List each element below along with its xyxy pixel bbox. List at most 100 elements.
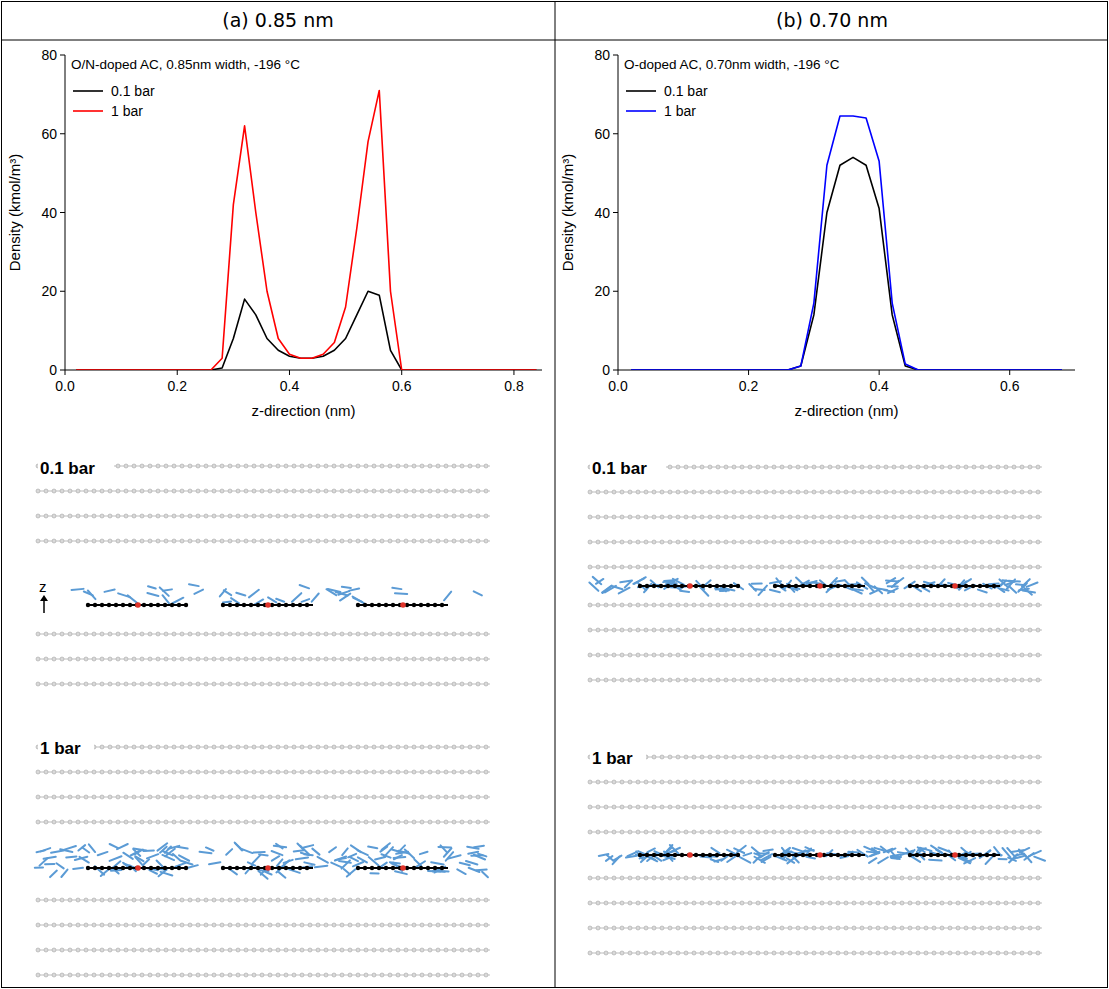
carbon-atom [684, 565, 688, 569]
carbon-atom [716, 678, 720, 682]
carbon-atom [252, 539, 256, 543]
chain-atom [922, 584, 926, 588]
carbon-atom [76, 770, 80, 774]
carbon-atom [348, 657, 352, 661]
adsorbate-molecule [160, 587, 169, 595]
carbon-atom [388, 973, 392, 977]
carbon-atom [332, 539, 336, 543]
carbon-atom [644, 515, 648, 519]
carbon-atom [260, 973, 264, 977]
y-tick [60, 370, 65, 371]
carbon-atom [676, 565, 680, 569]
carbon-atom [796, 755, 800, 759]
carbon-atom [772, 540, 776, 544]
x-tick [618, 370, 619, 375]
carbon-atom [388, 464, 392, 468]
carbon-atom [948, 755, 952, 759]
carbon-atom [724, 540, 728, 544]
carbon-atom [44, 820, 48, 824]
carbon-atom [116, 923, 120, 927]
chain-atom [722, 584, 726, 588]
x-axis-title: z-direction (nm) [794, 402, 898, 419]
carbon-atom [780, 490, 784, 494]
chain-atom [978, 584, 982, 588]
carbon-atom [108, 795, 112, 799]
carbon-atom [852, 540, 856, 544]
carbon-atom [428, 539, 432, 543]
carbon-atom [412, 795, 416, 799]
carbon-atom [324, 770, 328, 774]
carbon-atom [60, 657, 64, 661]
carbon-atom [484, 489, 488, 493]
z-arrowhead [40, 595, 48, 601]
carbon-atom [924, 465, 928, 469]
adsorbate-molecule [375, 857, 385, 860]
carbon-atom [196, 464, 200, 468]
carbon-atom [828, 565, 832, 569]
carbon-atom [372, 770, 376, 774]
carbon-atom [148, 820, 152, 824]
carbon-atom [932, 755, 936, 759]
carbon-atom [180, 770, 184, 774]
carbon-atom [52, 682, 56, 686]
carbon-atom [228, 923, 232, 927]
y-axis-title: Density (kmol/m³) [6, 154, 23, 272]
chain-atom [370, 866, 374, 870]
carbon-atom [444, 632, 448, 636]
carbon-atom [36, 770, 40, 774]
carbon-atom [108, 539, 112, 543]
carbon-atom [252, 770, 256, 774]
carbon-atom [420, 948, 424, 952]
carbon-atom [404, 657, 408, 661]
carbon-atom [828, 653, 832, 657]
carbon-atom [916, 540, 920, 544]
carbon-atom [396, 489, 400, 493]
chain-atom [433, 866, 437, 870]
x-tick-label: 0.0 [608, 378, 628, 394]
carbon-atom [332, 948, 336, 952]
carbon-atom [756, 755, 760, 759]
carbon-atom [268, 464, 272, 468]
carbon-atom [156, 657, 160, 661]
carbon-atom [380, 948, 384, 952]
carbon-atom [316, 539, 320, 543]
carbon-atom [436, 795, 440, 799]
carbon-atom [316, 464, 320, 468]
legend-swatch [626, 110, 656, 112]
carbon-atom [340, 973, 344, 977]
carbon-atom [1028, 465, 1032, 469]
carbon-atom [1020, 678, 1024, 682]
carbon-atom [92, 795, 96, 799]
carbon-atom [188, 745, 192, 749]
carbon-atom [452, 539, 456, 543]
carbon-atom [228, 820, 232, 824]
carbon-atom [244, 514, 248, 518]
carbon-atom [460, 973, 464, 977]
carbon-atom [284, 514, 288, 518]
carbon-atom [60, 948, 64, 952]
adsorbate-molecule [476, 869, 486, 872]
adsorbate-molecule [175, 863, 185, 867]
carbon-atom [420, 795, 424, 799]
carbon-atom [460, 489, 464, 493]
adsorbate-molecule [79, 857, 88, 863]
legend-swatch [73, 90, 103, 92]
carbon-atom [1036, 540, 1040, 544]
carbon-atom [484, 539, 488, 543]
carbon-atom [276, 539, 280, 543]
carbon-atom [804, 653, 808, 657]
adsorbate-molecule [248, 862, 255, 865]
chain-atom [736, 584, 740, 588]
carbon-atom [332, 923, 336, 927]
chain-atom [943, 584, 947, 588]
adsorbate-molecule [189, 584, 199, 586]
carbon-atom [1028, 603, 1032, 607]
carbon-atom [260, 464, 264, 468]
carbon-atom [276, 632, 280, 636]
carbon-atom [708, 465, 712, 469]
chain-atom [829, 584, 833, 588]
carbon-atom [388, 795, 392, 799]
carbon-atom [148, 632, 152, 636]
chain-atom [256, 866, 260, 870]
adsorbate-molecule [272, 856, 279, 860]
